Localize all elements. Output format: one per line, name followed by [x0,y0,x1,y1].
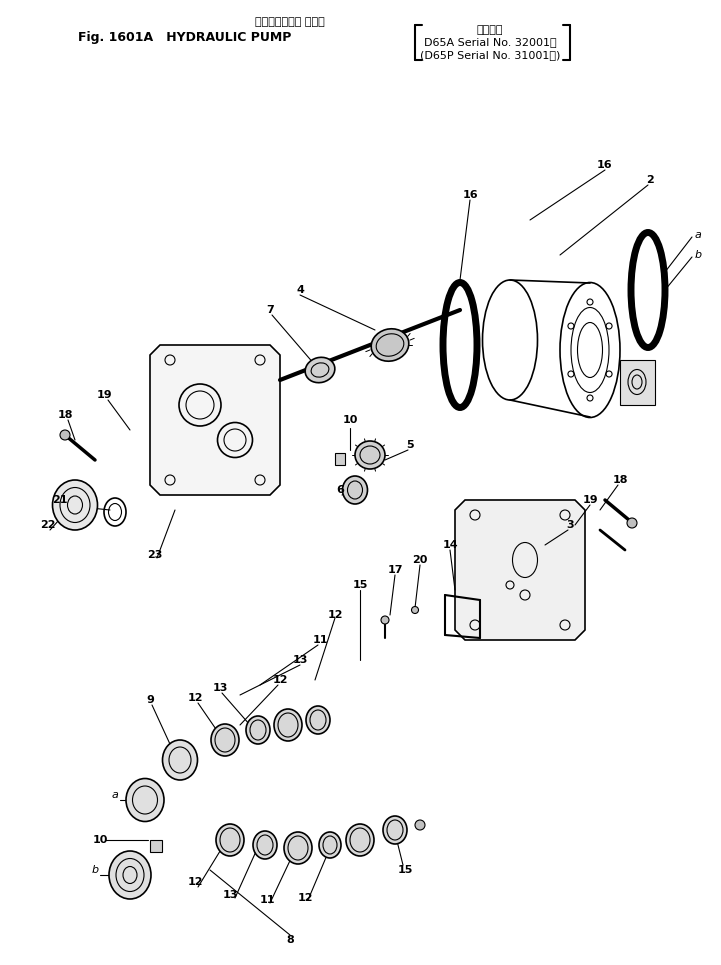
Text: a: a [695,230,702,240]
Text: 17: 17 [387,565,403,575]
Text: 11: 11 [312,635,328,645]
Text: a: a [112,790,118,800]
Text: Fig. 1601A   HYDRAULIC PUMP: Fig. 1601A HYDRAULIC PUMP [79,32,292,44]
Ellipse shape [319,832,341,858]
Text: 21: 21 [52,495,68,505]
Text: 4: 4 [296,285,304,295]
Text: 13: 13 [222,890,238,900]
Text: b: b [695,250,702,260]
Text: 13: 13 [292,655,308,665]
Ellipse shape [211,724,239,756]
Ellipse shape [346,824,374,856]
Ellipse shape [342,476,368,504]
Text: 10: 10 [92,835,107,845]
Ellipse shape [60,430,70,440]
Text: 19: 19 [582,495,598,505]
Text: 8: 8 [286,935,294,945]
Bar [620,360,655,405]
Text: 5: 5 [406,440,414,450]
Text: 適用号機: 適用号機 [477,25,503,35]
Text: D65A Serial No. 32001～: D65A Serial No. 32001～ [424,37,557,47]
Text: 3: 3 [566,520,574,530]
Ellipse shape [306,706,330,734]
Ellipse shape [355,441,385,469]
Text: 12: 12 [187,693,203,703]
Text: ハイドロリック ポンプ: ハイドロリック ポンプ [255,17,325,27]
Ellipse shape [274,709,302,741]
Ellipse shape [412,606,418,614]
Text: 16: 16 [597,160,613,170]
Polygon shape [455,500,585,640]
Bar [150,840,162,852]
Text: 22: 22 [40,520,56,530]
Ellipse shape [246,716,270,744]
Text: 19: 19 [97,390,112,400]
Text: 15: 15 [397,865,412,875]
Ellipse shape [216,824,244,856]
Text: 12: 12 [187,877,203,887]
Text: 2: 2 [646,175,654,185]
Ellipse shape [371,329,409,361]
Text: 12: 12 [273,675,288,685]
Ellipse shape [284,832,312,864]
Text: 15: 15 [353,580,368,590]
Ellipse shape [383,816,407,844]
Polygon shape [150,345,280,495]
Text: 18: 18 [612,475,628,485]
Ellipse shape [305,357,335,383]
Text: b: b [92,865,99,875]
Text: (D65P Serial No. 31001～): (D65P Serial No. 31001～) [420,50,560,60]
Text: 12: 12 [297,893,313,903]
Ellipse shape [109,851,151,899]
Text: 14: 14 [442,540,458,550]
Ellipse shape [415,820,425,830]
Ellipse shape [627,518,637,528]
Ellipse shape [126,779,164,821]
Bar [335,453,345,465]
Ellipse shape [381,616,389,624]
Text: 7: 7 [266,305,274,315]
Text: 20: 20 [412,555,428,565]
Text: 12: 12 [327,610,342,620]
Text: 10: 10 [342,415,358,425]
Text: 9: 9 [146,695,154,705]
Text: 11: 11 [260,895,275,905]
Text: 18: 18 [57,410,73,420]
Ellipse shape [162,740,198,780]
Ellipse shape [53,480,97,530]
Text: 16: 16 [462,190,478,200]
Ellipse shape [253,831,277,859]
Text: 13: 13 [212,683,228,693]
Text: 23: 23 [147,550,163,560]
Text: 6: 6 [336,485,344,495]
